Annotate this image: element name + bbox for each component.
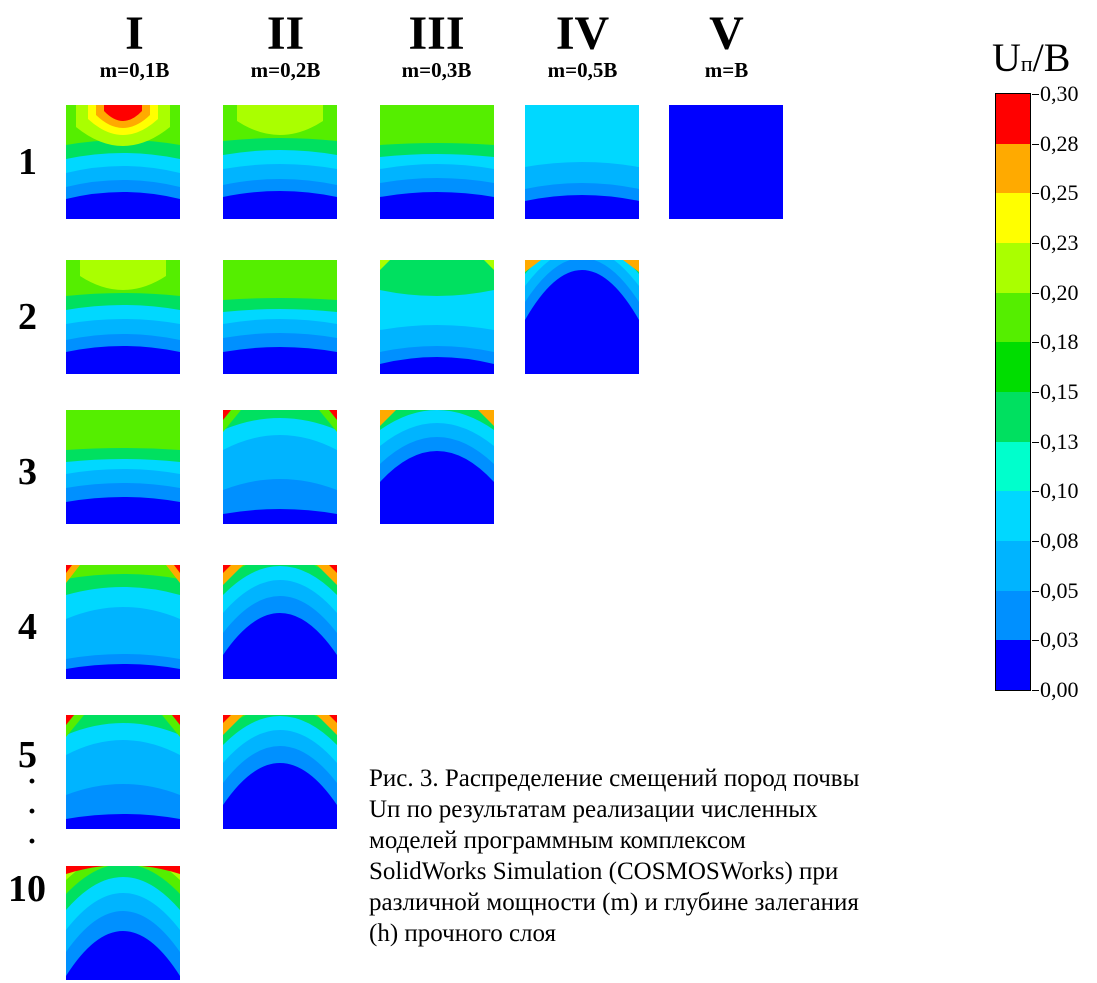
contour-panel-r3-c1 — [66, 410, 180, 524]
color-scale-tick — [1032, 342, 1039, 344]
caption-line: SolidWorks Simulation (COSMOSWorks) при — [369, 858, 839, 885]
column-m-label: m=0,3B — [401, 58, 472, 82]
color-scale-band — [996, 143, 1030, 194]
color-scale-bar — [995, 93, 1031, 691]
legend-title-rest: /B — [1032, 35, 1071, 80]
color-scale-tick-label: 0,23 — [1040, 230, 1079, 255]
color-scale-tick — [1032, 392, 1039, 393]
contour-panel-r10-c1 — [66, 866, 180, 980]
color-scale-tick-label: 0,05 — [1040, 577, 1079, 603]
caption-line: Рис. 3. Распределение смещений пород поч… — [369, 765, 860, 792]
row-label-2: 2 — [18, 296, 37, 338]
row-ellipsis-dot: · — [27, 765, 38, 798]
color-scale-tick-label: 0,18 — [1040, 329, 1079, 355]
contour-panel-r2-c4 — [525, 260, 639, 374]
column-header-iii: III m=0,3B — [364, 7, 509, 83]
figure-caption: Рис. 3. Распределение смещений пород поч… — [369, 763, 1097, 949]
color-scale-band — [996, 441, 1030, 492]
color-scale-tick — [1032, 243, 1039, 244]
contour-panel-r2-c1 — [66, 260, 180, 374]
caption-line: различной мощности (m) и глубине залеган… — [369, 889, 859, 916]
row-label-4: 4 — [18, 606, 37, 648]
contour-panel-r1-c1 — [66, 105, 180, 219]
color-scale-tick-label: 0,10 — [1040, 478, 1079, 504]
column-roman: III — [408, 7, 465, 60]
column-m-label: m=0,1B — [99, 58, 170, 82]
color-scale-band — [996, 540, 1030, 591]
column-roman: IV — [555, 7, 610, 60]
column-header-ii: II m=0,2B — [213, 7, 358, 83]
contour-panel-r3-c3 — [380, 410, 494, 524]
contour-panel-r2-c2 — [223, 260, 337, 374]
contour-panel-r5-c2 — [223, 715, 337, 829]
contour-panel-r3-c2 — [223, 410, 337, 524]
color-scale-band — [996, 342, 1030, 392]
color-scale-tick — [1032, 491, 1039, 493]
column-header-i: I m=0,1B — [62, 7, 207, 83]
color-scale-band — [996, 94, 1030, 144]
color-scale-tick — [1032, 94, 1039, 95]
row-label-10: 10 — [8, 868, 46, 910]
legend-title: Uп/B — [992, 38, 1070, 84]
column-m-label: m=0,2B — [250, 58, 321, 82]
color-scale-band — [996, 193, 1030, 243]
color-scale-tick — [1032, 690, 1039, 691]
column-m-label: m=B — [704, 58, 749, 82]
row-label-5: 5 — [18, 734, 37, 776]
caption-line: Uп по результатам реализации численных — [369, 796, 818, 823]
color-scale-tick-label: 0,15 — [1040, 379, 1079, 404]
color-scale-tick — [1032, 541, 1039, 542]
contour-panel-r1-c2 — [223, 105, 337, 219]
color-scale-band — [996, 640, 1030, 690]
color-scale-tick-label: 0,13 — [1040, 428, 1079, 454]
column-roman: V — [709, 7, 744, 60]
column-roman: II — [266, 7, 305, 60]
color-scale-tick — [1032, 193, 1039, 195]
color-scale-tick-label: 0,08 — [1040, 528, 1079, 553]
caption-line: (h) прочного слоя — [369, 920, 557, 947]
color-scale-band — [996, 590, 1030, 641]
color-scale-tick — [1032, 590, 1039, 592]
legend-title-main: U — [992, 35, 1021, 80]
color-scale-tick-label: 0,00 — [1040, 677, 1079, 702]
contour-panel-r1-c5 — [669, 105, 783, 219]
column-roman: I — [125, 7, 144, 60]
contour-panel-r4-c1 — [66, 565, 180, 679]
column-header-v: V m=B — [654, 7, 799, 83]
contour-panel-r5-c1 — [66, 715, 180, 829]
color-scale-band — [996, 391, 1030, 442]
color-scale-tick — [1032, 441, 1039, 443]
color-scale-band — [996, 491, 1030, 541]
color-scale-tick-label: 0,25 — [1040, 180, 1079, 206]
contour-panel-r1-c4 — [525, 105, 639, 219]
column-header-iv: IV m=0,5B — [510, 7, 655, 83]
row-label-3: 3 — [18, 451, 37, 493]
color-scale-band — [996, 242, 1030, 293]
color-scale-tick-label: 0,30 — [1040, 81, 1079, 106]
caption-line: моделей программным комплексом — [369, 827, 746, 854]
column-m-label: m=0,5B — [547, 58, 618, 82]
row-ellipsis-dot: · — [27, 795, 38, 828]
color-scale-band — [996, 292, 1030, 343]
contour-panel-r1-c3 — [380, 105, 494, 219]
contour-panel-r4-c2 — [223, 565, 337, 679]
color-scale-tick — [1032, 143, 1039, 145]
legend-title-subscript: п — [1020, 51, 1033, 76]
color-scale-tick-label: 0,28 — [1040, 130, 1079, 156]
row-ellipsis-dot: · — [27, 825, 38, 858]
contour-panel-r2-c3 — [380, 260, 494, 374]
color-scale-tick-label: 0,03 — [1040, 627, 1079, 653]
row-label-1: 1 — [18, 141, 37, 183]
color-scale-tick-label: 0,20 — [1040, 279, 1079, 305]
color-scale-tick — [1032, 640, 1039, 642]
color-scale-tick — [1032, 292, 1039, 294]
